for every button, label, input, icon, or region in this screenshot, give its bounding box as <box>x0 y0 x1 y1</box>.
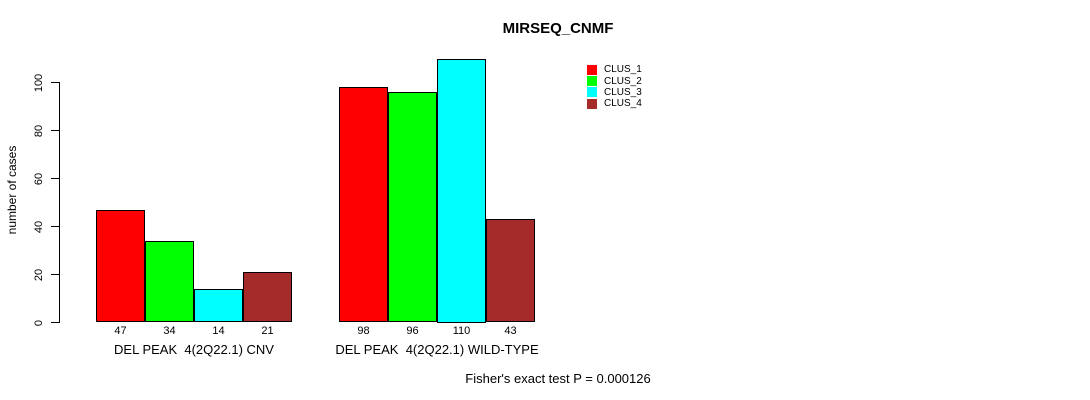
y-axis-tick <box>51 130 59 131</box>
bar-value-label: 96 <box>406 325 419 337</box>
bar-value-label: 110 <box>452 325 471 337</box>
y-axis-tick-label: 40 <box>33 220 45 233</box>
legend-item-label: CLUS_3 <box>604 86 642 98</box>
legend-color-swatch <box>587 64 597 75</box>
legend-item: CLUS_1 <box>587 64 642 75</box>
y-axis-line <box>59 82 60 323</box>
stat-annotation: Fisher's exact test P = 0.000126 <box>465 371 651 386</box>
bar-clus_4-group2 <box>486 219 535 323</box>
y-axis-tick-label: 80 <box>33 124 45 137</box>
bar-value-label: 43 <box>504 325 517 337</box>
legend-item-label: CLUS_4 <box>604 98 642 110</box>
legend-item-label: CLUS_1 <box>604 64 642 76</box>
y-axis-tick <box>51 274 59 275</box>
legend-color-swatch <box>587 76 597 87</box>
y-axis-tick-label: 0 <box>33 319 45 326</box>
y-axis-tick <box>51 322 59 323</box>
legend-color-swatch <box>587 98 597 109</box>
chart-title: MIRSEQ_CNMF <box>502 20 614 37</box>
y-axis-tick <box>51 226 59 227</box>
group-label: DEL PEAK 4(2Q22.1) WILD-TYPE <box>335 342 539 357</box>
bar-clus_1-group1 <box>96 209 145 323</box>
group-label: DEL PEAK 4(2Q22.1) CNV <box>114 342 274 357</box>
y-axis-tick <box>51 82 59 83</box>
legend-color-swatch <box>587 87 597 98</box>
legend-item: CLUS_3 <box>587 87 642 98</box>
legend-item: CLUS_2 <box>587 75 642 87</box>
legend-item: CLUS_4 <box>587 98 642 109</box>
bar-value-label: 98 <box>357 325 370 337</box>
bar-clus_1-group2 <box>339 87 388 323</box>
bar-value-label: 34 <box>163 325 176 337</box>
bar-clus_3-group2 <box>437 58 486 323</box>
bar-clus_2-group1 <box>145 240 194 323</box>
legend: CLUS_1 CLUS_2 CLUS_3 CLUS_4 <box>587 64 642 110</box>
y-axis-tick-label: 20 <box>33 268 45 281</box>
bar-value-label: 21 <box>261 325 274 337</box>
bar-clus_4-group1 <box>243 272 292 323</box>
y-axis-tick-label: 100 <box>33 73 45 92</box>
bar-value-label: 47 <box>114 325 127 337</box>
bar-clus_2-group2 <box>388 92 437 323</box>
legend-item-label: CLUS_2 <box>604 75 642 87</box>
bar-clus_3-group1 <box>194 288 243 323</box>
bar-value-label: 14 <box>212 325 225 337</box>
y-axis-tick <box>51 178 59 179</box>
y-axis-tick-label: 60 <box>33 172 45 185</box>
